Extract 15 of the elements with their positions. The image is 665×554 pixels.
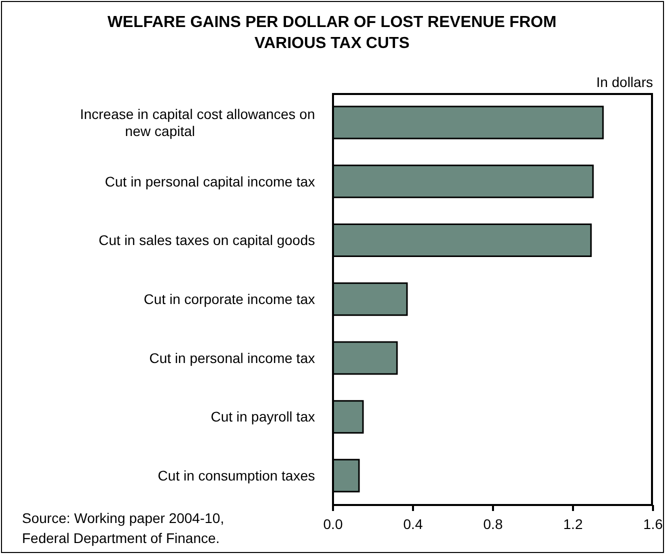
x-tick-label: 0.4 xyxy=(403,516,423,532)
x-tick-label: 1.2 xyxy=(563,516,583,532)
x-tick-label: 0.0 xyxy=(323,516,343,532)
y-tick-label: Cut in personal capital income tax xyxy=(104,173,315,190)
y-tick-label: Increase in capital cost allowances on new capital xyxy=(80,106,315,139)
x-tick-label: 1.6 xyxy=(643,516,663,532)
y-tick-label: Cut in consumption taxes xyxy=(158,468,315,484)
chart-title: WELFARE GAINS PER DOLLAR OF LOST REVENUE FROM VARIOUS TAX CUTS xyxy=(106,13,558,54)
x-axis-title: In dollars xyxy=(596,74,653,90)
y-tick-label: Cut in personal income tax xyxy=(149,350,315,366)
y-tick-label: Cut in corporate income tax xyxy=(144,291,315,307)
source-note: Source: Working paper 2004-10, Federal Department of Finance. xyxy=(22,509,226,548)
y-tick-label: Cut in sales taxes on capital goods xyxy=(98,232,315,248)
x-tick-label: 0.8 xyxy=(483,516,503,532)
y-tick-label: Cut in payroll tax xyxy=(210,408,315,425)
